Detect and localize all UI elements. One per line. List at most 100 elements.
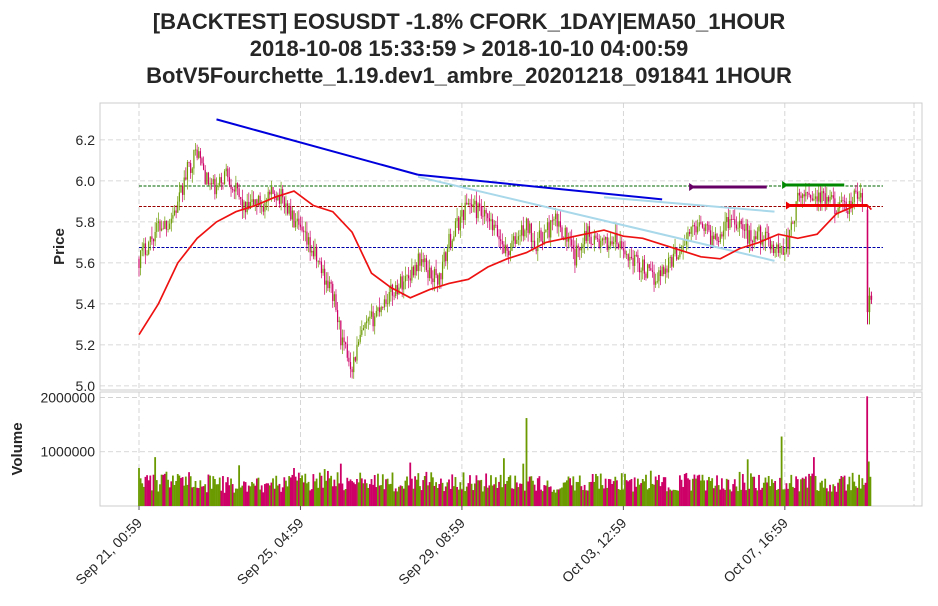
candle-body <box>490 219 492 222</box>
volume-bar <box>283 477 286 506</box>
volume-bar <box>804 476 807 506</box>
candle-body <box>181 185 184 195</box>
volume-bar <box>351 481 354 506</box>
price-tick-label: 5.6 <box>76 255 96 271</box>
volume-bar <box>751 476 754 506</box>
volume-bar <box>152 474 155 506</box>
volume-bar <box>606 487 609 506</box>
candle-body <box>722 230 725 237</box>
candle-body <box>538 230 541 239</box>
candle-body <box>240 197 242 199</box>
candle-body <box>412 266 415 276</box>
volume-bar <box>272 478 274 506</box>
candle-body <box>162 228 164 230</box>
volume-bar <box>477 480 479 506</box>
candle-body <box>161 228 163 231</box>
volume-bar <box>649 470 652 506</box>
candle-body <box>194 149 197 151</box>
volume-bar <box>514 475 517 506</box>
candle-body <box>821 191 823 203</box>
candle-body <box>169 223 171 230</box>
volume-bar <box>743 482 746 506</box>
candle-body <box>747 223 749 244</box>
volume-bar <box>386 478 389 506</box>
volume-bar <box>867 461 870 506</box>
volume-bar <box>239 487 242 506</box>
volume-bar <box>464 491 467 506</box>
candle-body <box>843 200 846 202</box>
volume-bar <box>669 489 672 506</box>
candle-body <box>370 311 373 317</box>
volume-bar <box>511 488 513 506</box>
volume-bar <box>383 489 386 506</box>
volume-bar <box>299 478 302 506</box>
candle-body <box>409 278 411 281</box>
candle-body <box>645 273 647 278</box>
volume-bar <box>519 483 521 506</box>
candle-body <box>387 303 389 305</box>
volume-bar <box>296 480 299 506</box>
candle-body <box>477 203 479 219</box>
volume-bar <box>199 480 202 506</box>
candle-body <box>658 270 660 282</box>
volume-bar <box>176 474 179 506</box>
volume-bar <box>761 487 764 506</box>
volume-bar <box>225 482 228 506</box>
candle-body <box>141 247 143 251</box>
candle-body <box>186 162 189 180</box>
volume-bar <box>540 489 542 506</box>
candle-body <box>309 237 311 253</box>
volume-bar <box>687 478 689 506</box>
candle-body <box>826 196 828 204</box>
volume-bar <box>745 490 747 506</box>
volume-bar <box>619 489 622 506</box>
volume-bar <box>306 483 308 506</box>
price-plot-frame <box>99 102 923 391</box>
candle-body <box>206 172 208 185</box>
candle-body <box>199 151 201 159</box>
candle-body <box>151 236 153 240</box>
volume-bar <box>401 486 404 506</box>
volume-bar <box>301 475 303 506</box>
volume-bar <box>449 488 452 506</box>
volume-bar <box>693 474 696 506</box>
candle-body <box>235 182 237 192</box>
volume-bar <box>478 480 481 506</box>
volume-bar <box>646 489 649 506</box>
volume-bar <box>824 478 827 506</box>
candle-body <box>396 285 398 295</box>
volume-bar <box>294 476 297 506</box>
candle-body <box>275 197 277 201</box>
volume-bar <box>362 483 365 506</box>
volume-bar <box>741 474 744 506</box>
volume-bar <box>314 481 316 506</box>
volume-bar <box>704 490 707 506</box>
volume-bar <box>863 484 865 506</box>
candle-body <box>684 244 686 246</box>
candle-body <box>574 249 576 266</box>
ema-line <box>138 190 873 336</box>
volume-bar <box>625 480 628 506</box>
candle-body <box>282 188 284 198</box>
candle-body <box>598 239 600 248</box>
volume-bar <box>633 477 636 506</box>
candle-body <box>831 195 833 197</box>
candle-body <box>414 264 416 276</box>
volume-bar <box>754 487 757 506</box>
volume-bar <box>409 462 412 506</box>
volume-bar <box>149 475 152 506</box>
volume-bar <box>234 488 237 506</box>
volume-bar <box>869 476 872 506</box>
x-tick-label: Sep 25, 04:59 <box>234 515 307 588</box>
candle-body <box>559 221 562 228</box>
volume-bar <box>428 482 431 506</box>
volume-bar <box>572 476 575 506</box>
volume-bar <box>767 475 770 506</box>
volume-bar <box>617 489 620 506</box>
candle-body <box>349 362 352 370</box>
volume-bar <box>848 476 851 506</box>
candle-body <box>222 182 224 184</box>
volume-bar <box>522 463 525 506</box>
candle-body <box>307 237 310 245</box>
volume-bar <box>746 459 749 506</box>
